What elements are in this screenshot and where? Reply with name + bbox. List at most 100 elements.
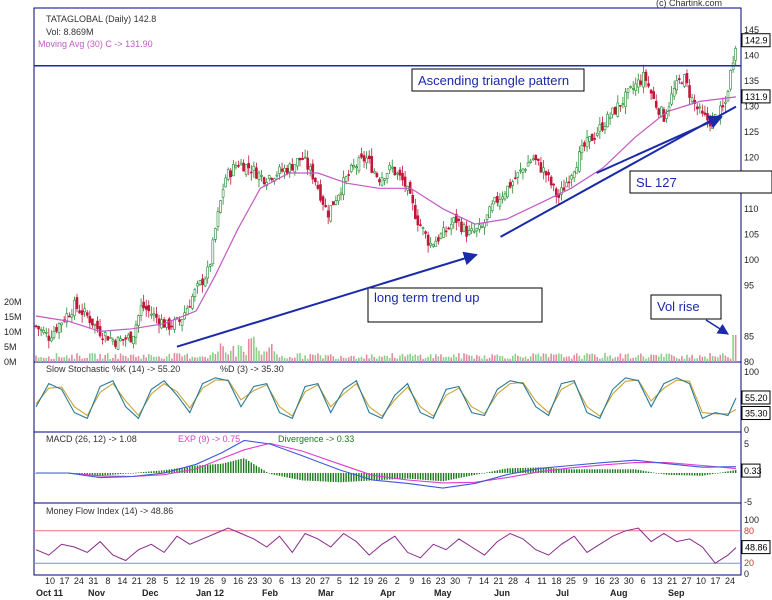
x-tick-label: 21 <box>494 576 504 586</box>
volume-bar <box>263 351 265 362</box>
macd-divergence-bar <box>91 473 94 476</box>
last-ma-value: 131.9 <box>745 92 768 102</box>
volume-bar <box>519 356 522 362</box>
candle-body <box>47 335 51 341</box>
candle-body <box>167 318 171 330</box>
candle-body <box>324 205 327 208</box>
x-tick-label: 24 <box>725 576 735 586</box>
macd-divergence-bar <box>517 468 519 473</box>
annotation-text: SL 127 <box>636 175 677 190</box>
x-month-label: Jan 12 <box>196 588 224 598</box>
candle-body <box>334 200 338 205</box>
x-tick-label: 13 <box>291 576 301 586</box>
candle-body <box>75 297 79 309</box>
macd-divergence-bar <box>714 473 716 474</box>
candle-body <box>449 223 453 230</box>
candle-body <box>319 184 322 201</box>
macd-divergence-bar <box>245 459 247 473</box>
volume-bar <box>347 357 350 362</box>
macd-divergence-bar <box>524 467 527 473</box>
volume-bar <box>237 345 240 362</box>
candle-body <box>442 227 445 238</box>
candle-body <box>493 197 497 203</box>
volume-bar <box>511 355 514 362</box>
volume-bar <box>668 353 670 362</box>
macd-divergence-bar <box>491 471 493 473</box>
candle-body <box>85 312 89 316</box>
candle-body <box>191 296 194 309</box>
macd-divergence-bar <box>219 463 222 473</box>
volume-bar <box>368 358 370 362</box>
x-tick-label: 9 <box>409 576 414 586</box>
candle-body <box>506 185 509 198</box>
macd-divergence-bar <box>581 469 583 473</box>
volume-bar <box>727 357 729 362</box>
volume-bar <box>394 357 396 362</box>
candle-body <box>178 319 181 322</box>
candle-body <box>83 308 86 313</box>
macd-divergence-bar <box>683 473 686 476</box>
volume-bar <box>447 356 450 362</box>
volume-bar <box>58 356 60 362</box>
candle-body <box>508 182 512 188</box>
macd-divergence-bar <box>447 473 450 481</box>
candle-body <box>352 164 356 168</box>
candle-body <box>465 225 468 237</box>
annotation-box <box>411 68 585 92</box>
volume-bar <box>342 357 345 362</box>
macd-divergence-bar <box>89 473 91 475</box>
annotations: Ascending triangle pattern long term tren… <box>176 68 772 348</box>
volume-bar <box>663 356 665 362</box>
volume-bar <box>719 354 722 362</box>
volume-bar <box>291 358 294 362</box>
candle-body <box>60 322 63 326</box>
volume-bar <box>124 356 127 362</box>
candle-body <box>595 132 599 136</box>
macd-divergence-bar <box>704 473 706 476</box>
macd-divergence-bar <box>412 473 414 479</box>
volume-bar <box>363 358 365 362</box>
x-tick-label: 8 <box>105 576 110 586</box>
x-tick-label: 25 <box>566 576 576 586</box>
volume-bar <box>534 354 537 362</box>
volume-bar <box>165 356 168 362</box>
x-tick-label: 13 <box>653 576 663 586</box>
macd-divergence-bar <box>283 473 286 477</box>
volume-bar <box>135 356 137 362</box>
x-tick-label: 20 <box>305 576 315 586</box>
candle-body <box>303 156 307 159</box>
macd-divergence-bar <box>376 473 378 481</box>
macd-divergence-bar <box>99 473 101 476</box>
volume-bar <box>542 353 545 362</box>
volume-bar <box>140 358 142 362</box>
volume-bar <box>686 354 688 362</box>
candle-body <box>57 323 61 333</box>
macd-divergence-bar <box>465 473 468 477</box>
volume-bar <box>632 357 634 362</box>
last-ma-box <box>741 89 771 104</box>
x-month-label: May <box>434 588 452 598</box>
candle-body <box>42 330 45 333</box>
candle-body <box>290 164 294 171</box>
volume-bar <box>268 347 271 362</box>
volume-bar <box>301 358 304 362</box>
volume-bar <box>552 354 555 362</box>
volume-bar <box>163 358 165 362</box>
macd-divergence-bar <box>532 467 534 473</box>
annotation-box <box>650 294 722 320</box>
price-tick-label: 125 <box>744 127 759 137</box>
macd-divergence-bar <box>665 473 668 475</box>
volume-bar <box>709 353 711 362</box>
macd-divergence-bar <box>468 473 470 477</box>
candle-body <box>639 80 643 85</box>
volume-bar <box>219 343 222 362</box>
macd-divergence-bar <box>373 473 376 481</box>
volume-bar <box>191 356 194 362</box>
macd-divergence-bar <box>271 473 273 475</box>
volume-bar <box>558 353 560 362</box>
macd-divergence-bar <box>617 469 619 473</box>
candle-body <box>480 226 484 228</box>
volume-bar <box>365 354 368 362</box>
macd-divergence-bar <box>509 468 511 473</box>
